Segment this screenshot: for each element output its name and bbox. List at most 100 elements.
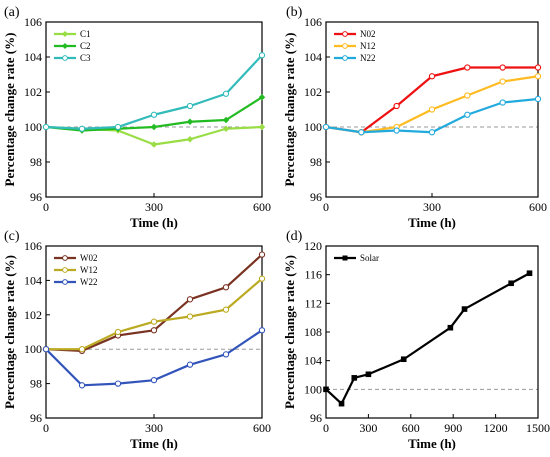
data-point-C2-3 <box>150 123 158 131</box>
data-point-N22-3 <box>428 129 436 136</box>
data-point-Solar-7 <box>508 280 514 287</box>
series-line-W02 <box>45 253 263 353</box>
chart-panel-3: (d) 0 300 600 900 1200 1500 96 100 104 108 112 116 12… <box>282 229 550 451</box>
data-point-N12-4 <box>464 92 471 99</box>
y-tick-label: 98 <box>310 155 322 169</box>
data-point-N22-5 <box>499 99 506 106</box>
y-tick-label: 102 <box>24 308 42 322</box>
data-point-Solar-5 <box>447 324 454 331</box>
y-tick-label: 104 <box>304 50 322 64</box>
series-W12 <box>42 275 266 353</box>
y-tick-label: 108 <box>304 325 322 339</box>
legend-label-C3: C3 <box>80 53 91 63</box>
data-point-W02-6 <box>258 251 266 258</box>
data-point-C3-6 <box>258 52 266 59</box>
data-point-W12-2 <box>114 328 122 336</box>
data-point-N22-0 <box>322 123 330 131</box>
y-tick-label: 120 <box>304 239 322 253</box>
data-point-W02-5 <box>222 284 230 291</box>
data-point-C1-4 <box>186 136 194 143</box>
y-tick-label: 106 <box>304 15 322 29</box>
data-point-C3-1 <box>78 125 86 132</box>
data-point-W02-4 <box>186 296 194 303</box>
data-point-N02-6 <box>534 64 542 71</box>
x-tick-label: 1500 <box>526 421 550 435</box>
data-point-W22-0 <box>42 346 50 353</box>
legend-label-W02: W02 <box>80 253 98 263</box>
x-tick-label: 300 <box>145 200 163 214</box>
x-tick-label: 300 <box>145 421 163 435</box>
data-point-C2-6 <box>258 94 266 101</box>
data-point-N22-2 <box>393 127 400 134</box>
legend-marker-N02 <box>342 31 348 37</box>
data-point-C1-3 <box>150 141 158 148</box>
x-tick-label: 0 <box>323 421 329 435</box>
data-point-W22-2 <box>114 380 122 387</box>
data-point-C2-4 <box>186 118 194 125</box>
y-tick-label: 100 <box>24 342 42 356</box>
series-N12 <box>322 73 542 136</box>
legend: N02 N12 N22 <box>334 29 376 63</box>
y-axis-title: Percentage change rate (%) <box>282 33 297 187</box>
y-tick-label: 98 <box>30 377 42 391</box>
legend-marker-C2 <box>62 43 68 49</box>
x-tick-label: 1200 <box>484 421 508 435</box>
x-tick-label: 600 <box>529 200 547 214</box>
series-line-Solar <box>325 272 531 405</box>
data-point-Solar-3 <box>365 371 372 378</box>
data-point-C2-5 <box>222 116 230 124</box>
y-tick-label: 116 <box>304 268 322 282</box>
y-axis-title: Percentage change rate (%) <box>2 255 17 409</box>
chart-panel-1: (b) 0 300 600 96 98 100 102 104 106 Time (h) Percen… <box>282 5 547 230</box>
data-point-W12-4 <box>186 313 194 320</box>
y-axis-title: Percentage change rate (%) <box>282 255 297 409</box>
series-W22 <box>42 327 266 389</box>
x-tick-label: 0 <box>43 421 49 435</box>
x-tick-label: 300 <box>423 200 441 214</box>
x-tick-label: 900 <box>444 421 462 435</box>
y-tick-label: 106 <box>24 239 42 253</box>
series-C3 <box>42 52 266 132</box>
y-tick-label: 96 <box>310 411 322 425</box>
data-point-W22-3 <box>150 377 158 384</box>
data-point-C3-0 <box>42 123 50 131</box>
y-tick-label: 106 <box>24 15 42 29</box>
legend-label-N22: N22 <box>360 53 376 63</box>
data-point-N02-2 <box>393 102 400 110</box>
data-point-W12-3 <box>150 318 158 325</box>
data-point-N02-5 <box>499 64 506 71</box>
data-point-Solar-4 <box>400 356 407 363</box>
x-axis-title: Time (h) <box>130 436 178 451</box>
data-point-W12-1 <box>78 346 86 353</box>
x-tick-label: 600 <box>402 421 420 435</box>
data-point-N12-3 <box>428 106 436 113</box>
legend-marker-N12 <box>342 43 348 49</box>
data-point-Solar-8 <box>526 270 533 277</box>
x-axis-title: Time (h) <box>130 215 178 230</box>
x-axis-title: Time (h) <box>408 436 456 451</box>
y-tick-label: 104 <box>304 354 322 368</box>
legend-marker-C1 <box>62 31 68 37</box>
chart-panel-0: (a) 0 300 600 96 98 100 102 104 106 Time (h) Percen… <box>2 5 271 230</box>
data-point-N22-6 <box>534 95 542 103</box>
y-tick-label: 96 <box>30 190 42 204</box>
data-point-N02-4 <box>464 64 471 71</box>
data-point-W22-6 <box>258 327 266 334</box>
data-point-Solar-6 <box>461 306 468 312</box>
legend-label-C2: C2 <box>80 41 91 51</box>
series-line-W12 <box>46 277 263 351</box>
data-point-W22-1 <box>78 382 86 389</box>
y-tick-label: 102 <box>24 85 42 99</box>
data-point-C1-5 <box>222 125 230 132</box>
y-tick-label: 100 <box>304 382 322 396</box>
data-point-C3-5 <box>222 90 230 97</box>
y-tick-label: 96 <box>30 411 42 425</box>
y-tick-label: 104 <box>24 273 42 287</box>
legend-label-N12: N12 <box>360 41 376 51</box>
panel-label: (b) <box>286 5 303 20</box>
plot-frame <box>325 245 539 419</box>
data-point-N12-6 <box>534 73 542 80</box>
y-tick-label: 100 <box>304 120 322 134</box>
legend-marker-W12 <box>62 267 68 273</box>
